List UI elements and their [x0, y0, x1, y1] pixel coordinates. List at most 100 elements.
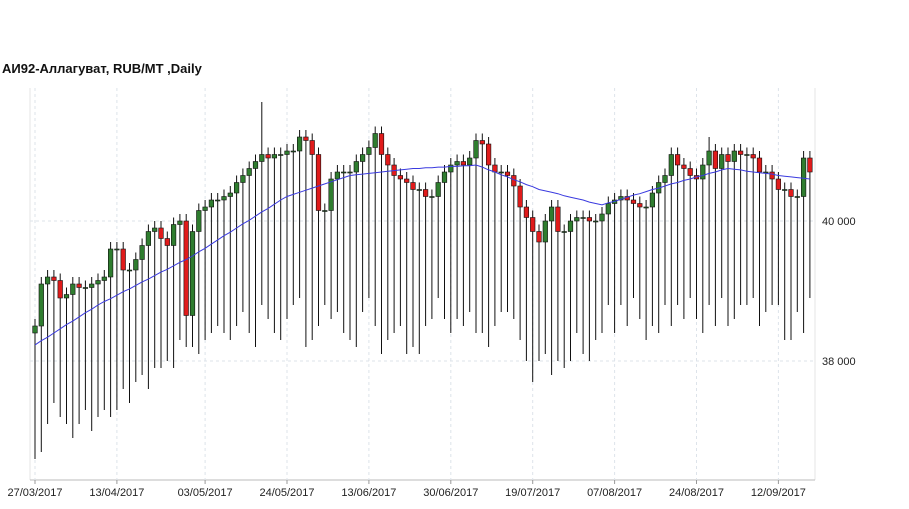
candle-body — [687, 168, 693, 176]
candle-body — [296, 136, 303, 152]
candle-body — [152, 227, 158, 232]
candle-body — [404, 178, 410, 183]
candle-body — [567, 220, 574, 232]
candle-body — [756, 157, 763, 173]
candle-body — [460, 161, 467, 166]
candle-body — [422, 189, 429, 197]
candle-body — [542, 220, 548, 243]
candle-body — [378, 133, 385, 155]
candle-body — [101, 276, 107, 281]
candle-body — [89, 283, 95, 288]
candle-body — [145, 231, 152, 246]
candle-body — [322, 210, 328, 212]
candle-body — [498, 171, 504, 174]
candle-body — [108, 248, 114, 278]
candle-body — [234, 182, 240, 194]
candle-body — [347, 171, 353, 174]
candle-body — [303, 136, 309, 141]
candle-body — [485, 143, 492, 166]
candle-body — [397, 175, 404, 180]
candle-body — [725, 154, 731, 162]
candle-body — [278, 154, 284, 156]
candle-body — [441, 171, 448, 183]
candle-body — [649, 192, 655, 208]
candle-body — [208, 199, 215, 208]
candle-body — [605, 203, 611, 215]
candle-body — [674, 154, 681, 166]
candle-body — [561, 231, 567, 233]
candle-body — [271, 154, 278, 159]
candle-body — [530, 217, 536, 232]
candle-body — [70, 283, 76, 295]
candle-body — [586, 217, 592, 222]
candle-body — [227, 192, 233, 197]
candle-body — [38, 283, 44, 327]
candle-body — [51, 276, 57, 281]
candle-body — [114, 248, 120, 251]
candle-body — [252, 161, 259, 169]
x-tick-label: 12/09/2017 — [751, 487, 806, 499]
candle-body — [504, 171, 511, 176]
x-tick-label: 19/07/2017 — [505, 487, 560, 499]
candle-body — [284, 150, 290, 155]
candle-body — [385, 154, 391, 166]
candle-body — [517, 185, 523, 208]
candle-body — [794, 196, 800, 198]
candle-body — [259, 154, 265, 162]
candle-body — [177, 220, 183, 225]
candle-body — [95, 280, 101, 285]
x-tick-label: 27/03/2017 — [7, 487, 62, 499]
candle-body — [555, 206, 561, 232]
candle-body — [139, 245, 145, 260]
candle-body — [800, 157, 807, 197]
candle-body — [171, 224, 177, 246]
candle-body — [769, 171, 775, 180]
candle-body — [548, 206, 555, 222]
candle-body — [574, 217, 580, 222]
candle-body — [643, 206, 649, 209]
candle-body — [435, 182, 441, 197]
candle-body — [788, 189, 794, 197]
candle-body — [366, 147, 372, 155]
candle-body — [76, 283, 82, 288]
x-tick-label: 13/06/2017 — [341, 487, 396, 499]
candle-body — [126, 269, 133, 272]
candle-body — [775, 178, 781, 190]
candle-body — [479, 140, 485, 145]
candle-body — [630, 199, 637, 204]
candle-body — [712, 150, 718, 169]
candle-body — [341, 171, 347, 174]
candle-body — [744, 154, 750, 156]
candle-body — [700, 164, 706, 180]
candle-body — [120, 248, 126, 271]
candle-body — [454, 161, 460, 166]
candle-body — [309, 140, 315, 155]
candle-body — [662, 175, 668, 183]
candle-body — [637, 203, 643, 208]
x-tick-label: 03/05/2017 — [178, 487, 233, 499]
candle-body — [731, 150, 737, 162]
candle-body — [807, 157, 813, 173]
candle-body — [668, 154, 674, 176]
candle-body — [782, 189, 788, 191]
candle-body — [448, 164, 454, 173]
candle-body — [240, 175, 246, 183]
chart-title: АИ92-Аллагуват, RUB/MT ,Daily — [2, 61, 203, 76]
candle-body — [164, 238, 170, 246]
candle-body — [599, 213, 605, 222]
candle-body — [737, 150, 744, 155]
candle-body — [467, 157, 473, 166]
candle-body — [372, 133, 378, 148]
candle-body — [429, 196, 435, 198]
candle-body — [580, 217, 586, 219]
candle-body — [221, 196, 227, 201]
candle-body — [63, 294, 70, 299]
candle-body — [133, 259, 139, 271]
moving-average-line — [34, 164, 810, 346]
x-tick-label: 13/04/2017 — [89, 487, 144, 499]
candle-body — [719, 154, 725, 169]
candle-body — [57, 280, 63, 299]
candle-body — [593, 220, 599, 223]
candle-body — [189, 231, 196, 316]
